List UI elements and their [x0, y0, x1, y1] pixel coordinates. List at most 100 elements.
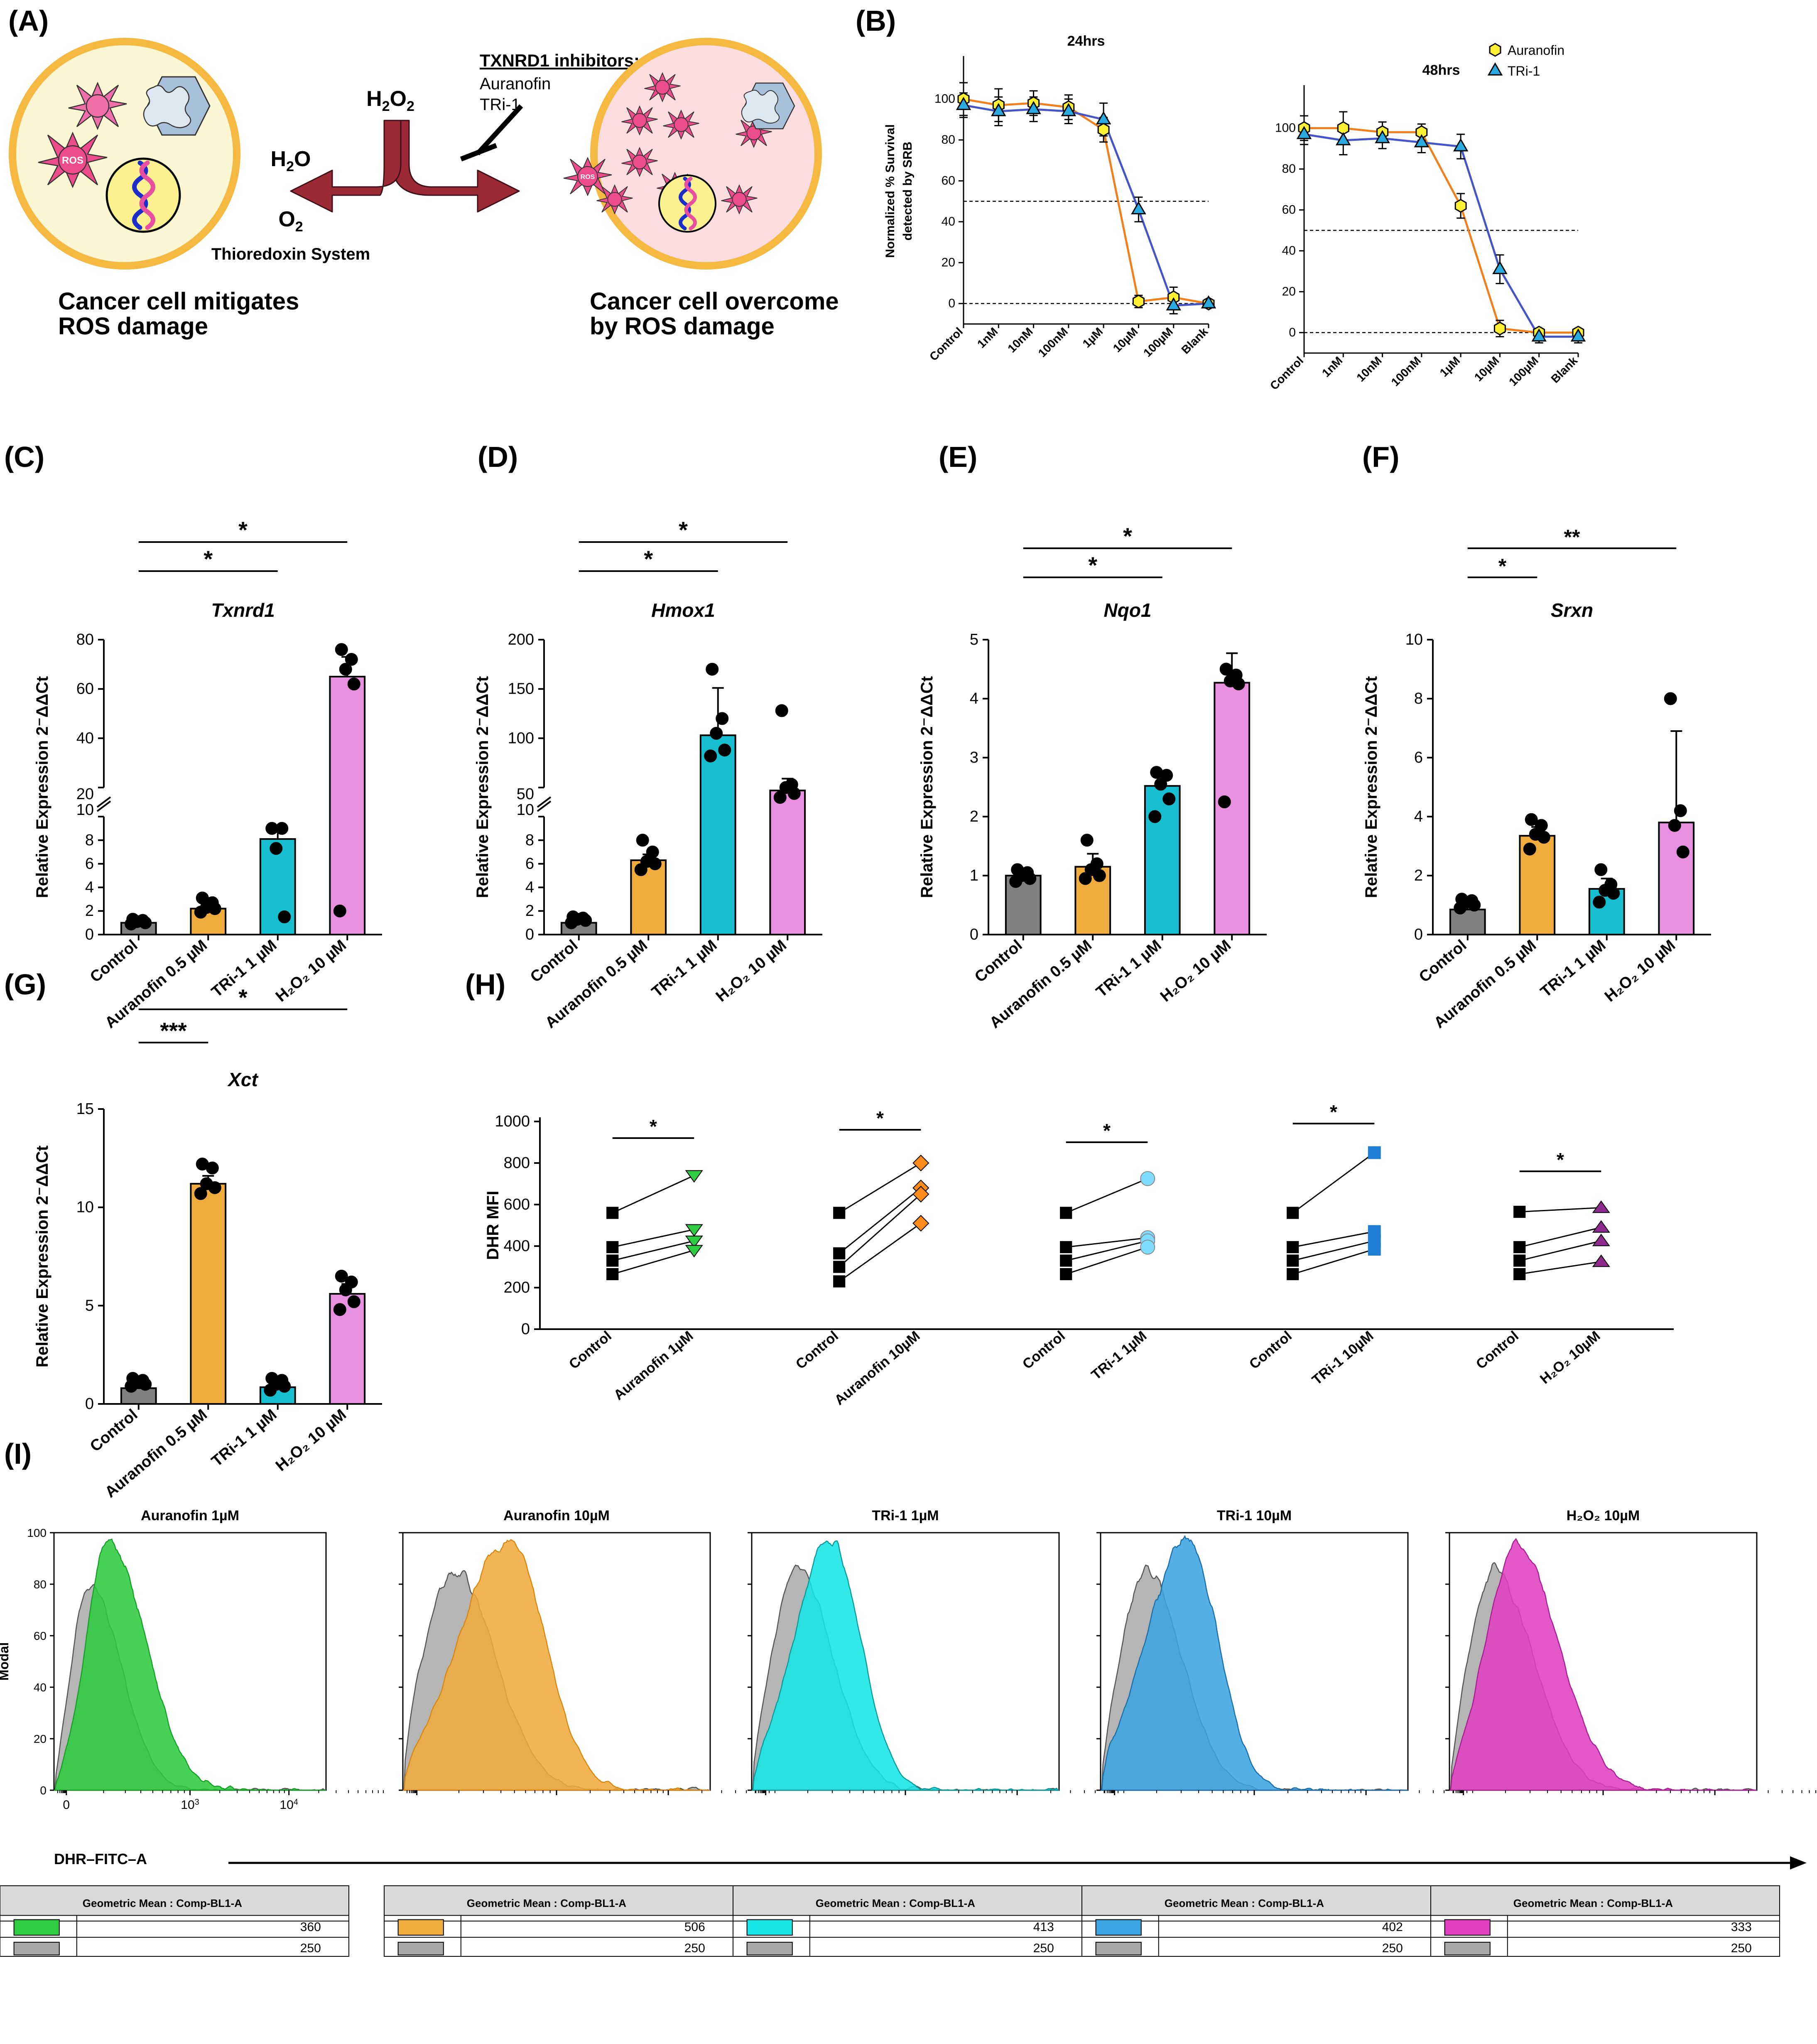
svg-text:6: 6 [1414, 749, 1423, 766]
svg-text:10: 10 [1405, 631, 1423, 648]
svg-text:*: * [238, 517, 248, 543]
svg-text:detected by SRB: detected by SRB [901, 142, 915, 240]
svg-text:200: 200 [504, 1279, 530, 1296]
svg-text:TRi-1 1 µM: TRi-1 1 µM [208, 1406, 280, 1470]
svg-text:6: 6 [85, 855, 94, 873]
svg-text:*: * [1123, 523, 1132, 549]
svg-text:Control: Control [927, 325, 965, 363]
svg-text:103: 103 [181, 1798, 199, 1812]
svg-text:ROS: ROS [581, 174, 595, 181]
svg-text:1nM: 1nM [975, 325, 1000, 351]
svg-text:Relative Expression 2⁻ΔΔCt: Relative Expression 2⁻ΔΔCt [918, 676, 936, 898]
svg-text:40: 40 [34, 1681, 47, 1694]
svg-text:*: * [650, 1116, 657, 1137]
svg-text:100nM: 100nM [1389, 354, 1424, 389]
svg-text:Control: Control [793, 1328, 841, 1372]
svg-text:2: 2 [525, 902, 534, 920]
svg-text:Xct: Xct [227, 1069, 258, 1090]
svg-text:TRi-1 1 µM: TRi-1 1 µM [648, 937, 720, 1001]
svg-text:H₂O₂ 10µM: H₂O₂ 10µM [1567, 1508, 1640, 1524]
svg-text:Control: Control [1268, 354, 1306, 392]
svg-text:250: 250 [1033, 1941, 1054, 1955]
svg-text:*: * [679, 517, 688, 543]
svg-text:Control: Control [566, 1328, 615, 1372]
svg-text:Auranofin 1µM: Auranofin 1µM [611, 1328, 696, 1403]
svg-text:H₂O₂ 10 µM: H₂O₂ 10 µM [272, 1406, 350, 1475]
svg-text:Auranofin: Auranofin [480, 75, 551, 93]
svg-text:ROS: ROS [62, 155, 83, 166]
svg-text:H2O2: H2O2 [366, 87, 414, 114]
svg-text:8: 8 [1414, 690, 1423, 707]
svg-text:*: * [1088, 552, 1097, 578]
svg-text:Modal: Modal [0, 1642, 11, 1681]
svg-text:24hrs: 24hrs [1067, 33, 1105, 49]
svg-text:60: 60 [1282, 203, 1296, 216]
svg-text:5: 5 [85, 1297, 94, 1314]
svg-text:Control: Control [971, 937, 1025, 986]
svg-text:50: 50 [517, 785, 534, 803]
svg-text:15: 15 [76, 1100, 94, 1118]
svg-text:*: * [204, 546, 213, 572]
svg-text:100: 100 [1275, 121, 1296, 135]
svg-text:200: 200 [508, 631, 534, 648]
svg-text:40: 40 [1282, 244, 1296, 258]
svg-text:Control: Control [87, 937, 141, 986]
svg-text:10µM: 10µM [1111, 325, 1140, 355]
svg-text:H2O: H2O [271, 147, 311, 174]
svg-text:60: 60 [34, 1629, 47, 1642]
svg-text:1nM: 1nM [1319, 354, 1345, 380]
svg-text:Relative Expression 2⁻ΔΔCt: Relative Expression 2⁻ΔΔCt [33, 676, 51, 898]
svg-text:2: 2 [85, 902, 94, 920]
svg-text:Geometric Mean : Comp-BL1-A: Geometric Mean : Comp-BL1-A [467, 1897, 626, 1909]
svg-text:Control: Control [1473, 1328, 1522, 1372]
svg-text:Auranofin 1µM: Auranofin 1µM [141, 1508, 239, 1524]
svg-text:600: 600 [504, 1196, 530, 1213]
svg-text:*: * [1330, 1101, 1337, 1123]
svg-text:*: * [876, 1107, 884, 1129]
svg-text:TRi-1 10µM: TRi-1 10µM [1309, 1328, 1376, 1388]
svg-text:400: 400 [504, 1237, 530, 1255]
svg-text:20: 20 [34, 1732, 47, 1745]
svg-text:506: 506 [684, 1920, 705, 1934]
svg-text:0: 0 [85, 926, 94, 943]
svg-text:Geometric Mean : Comp-BL1-A: Geometric Mean : Comp-BL1-A [816, 1897, 975, 1909]
svg-text:10nM: 10nM [1005, 325, 1035, 355]
svg-text:4: 4 [1414, 808, 1423, 825]
svg-text:1000: 1000 [495, 1113, 530, 1130]
svg-text:Blank: Blank [1179, 325, 1210, 356]
svg-text:Geometric Mean : Comp-BL1-A: Geometric Mean : Comp-BL1-A [1165, 1897, 1324, 1909]
svg-text:250: 250 [684, 1941, 705, 1955]
svg-text:5: 5 [970, 631, 978, 648]
svg-text:8: 8 [525, 832, 534, 849]
svg-text:Normalized % Survival: Normalized % Survival [883, 124, 897, 258]
svg-text:TRi-1 10µM: TRi-1 10µM [1217, 1508, 1292, 1524]
svg-text:10: 10 [76, 1199, 94, 1216]
svg-text:250: 250 [1382, 1941, 1403, 1955]
svg-text:Relative Expression 2⁻ΔΔCt: Relative Expression 2⁻ΔΔCt [473, 676, 492, 898]
svg-text:100µM: 100µM [1141, 325, 1175, 359]
svg-text:4: 4 [85, 878, 94, 896]
svg-text:1µM: 1µM [1437, 354, 1463, 379]
svg-text:DHR MFI: DHR MFI [484, 1191, 502, 1260]
svg-text:0: 0 [948, 297, 955, 310]
svg-text:Geometric Mean : Comp-BL1-A: Geometric Mean : Comp-BL1-A [1513, 1897, 1673, 1909]
svg-text:150: 150 [508, 680, 534, 698]
svg-text:1µM: 1µM [1080, 325, 1106, 350]
svg-text:3: 3 [970, 749, 978, 766]
svg-text:10µM: 10µM [1472, 354, 1502, 384]
svg-text:360: 360 [300, 1920, 321, 1934]
svg-text:80: 80 [1282, 162, 1296, 176]
svg-text:20: 20 [1282, 285, 1296, 298]
svg-text:80: 80 [942, 133, 955, 147]
svg-text:Relative Expression 2⁻ΔΔCt: Relative Expression 2⁻ΔΔCt [33, 1146, 51, 1367]
svg-text:2: 2 [1414, 867, 1423, 884]
svg-text:100: 100 [508, 729, 534, 747]
svg-text:Geometric Mean : Comp-BL1-A: Geometric Mean : Comp-BL1-A [83, 1897, 242, 1909]
svg-text:402: 402 [1382, 1920, 1403, 1934]
svg-text:Auranofin 10µM: Auranofin 10µM [831, 1328, 923, 1408]
svg-text:413: 413 [1033, 1920, 1054, 1934]
svg-text:40: 40 [942, 215, 955, 228]
svg-text:0: 0 [1289, 326, 1296, 339]
svg-text:0: 0 [85, 1395, 94, 1413]
svg-text:40: 40 [76, 729, 94, 747]
